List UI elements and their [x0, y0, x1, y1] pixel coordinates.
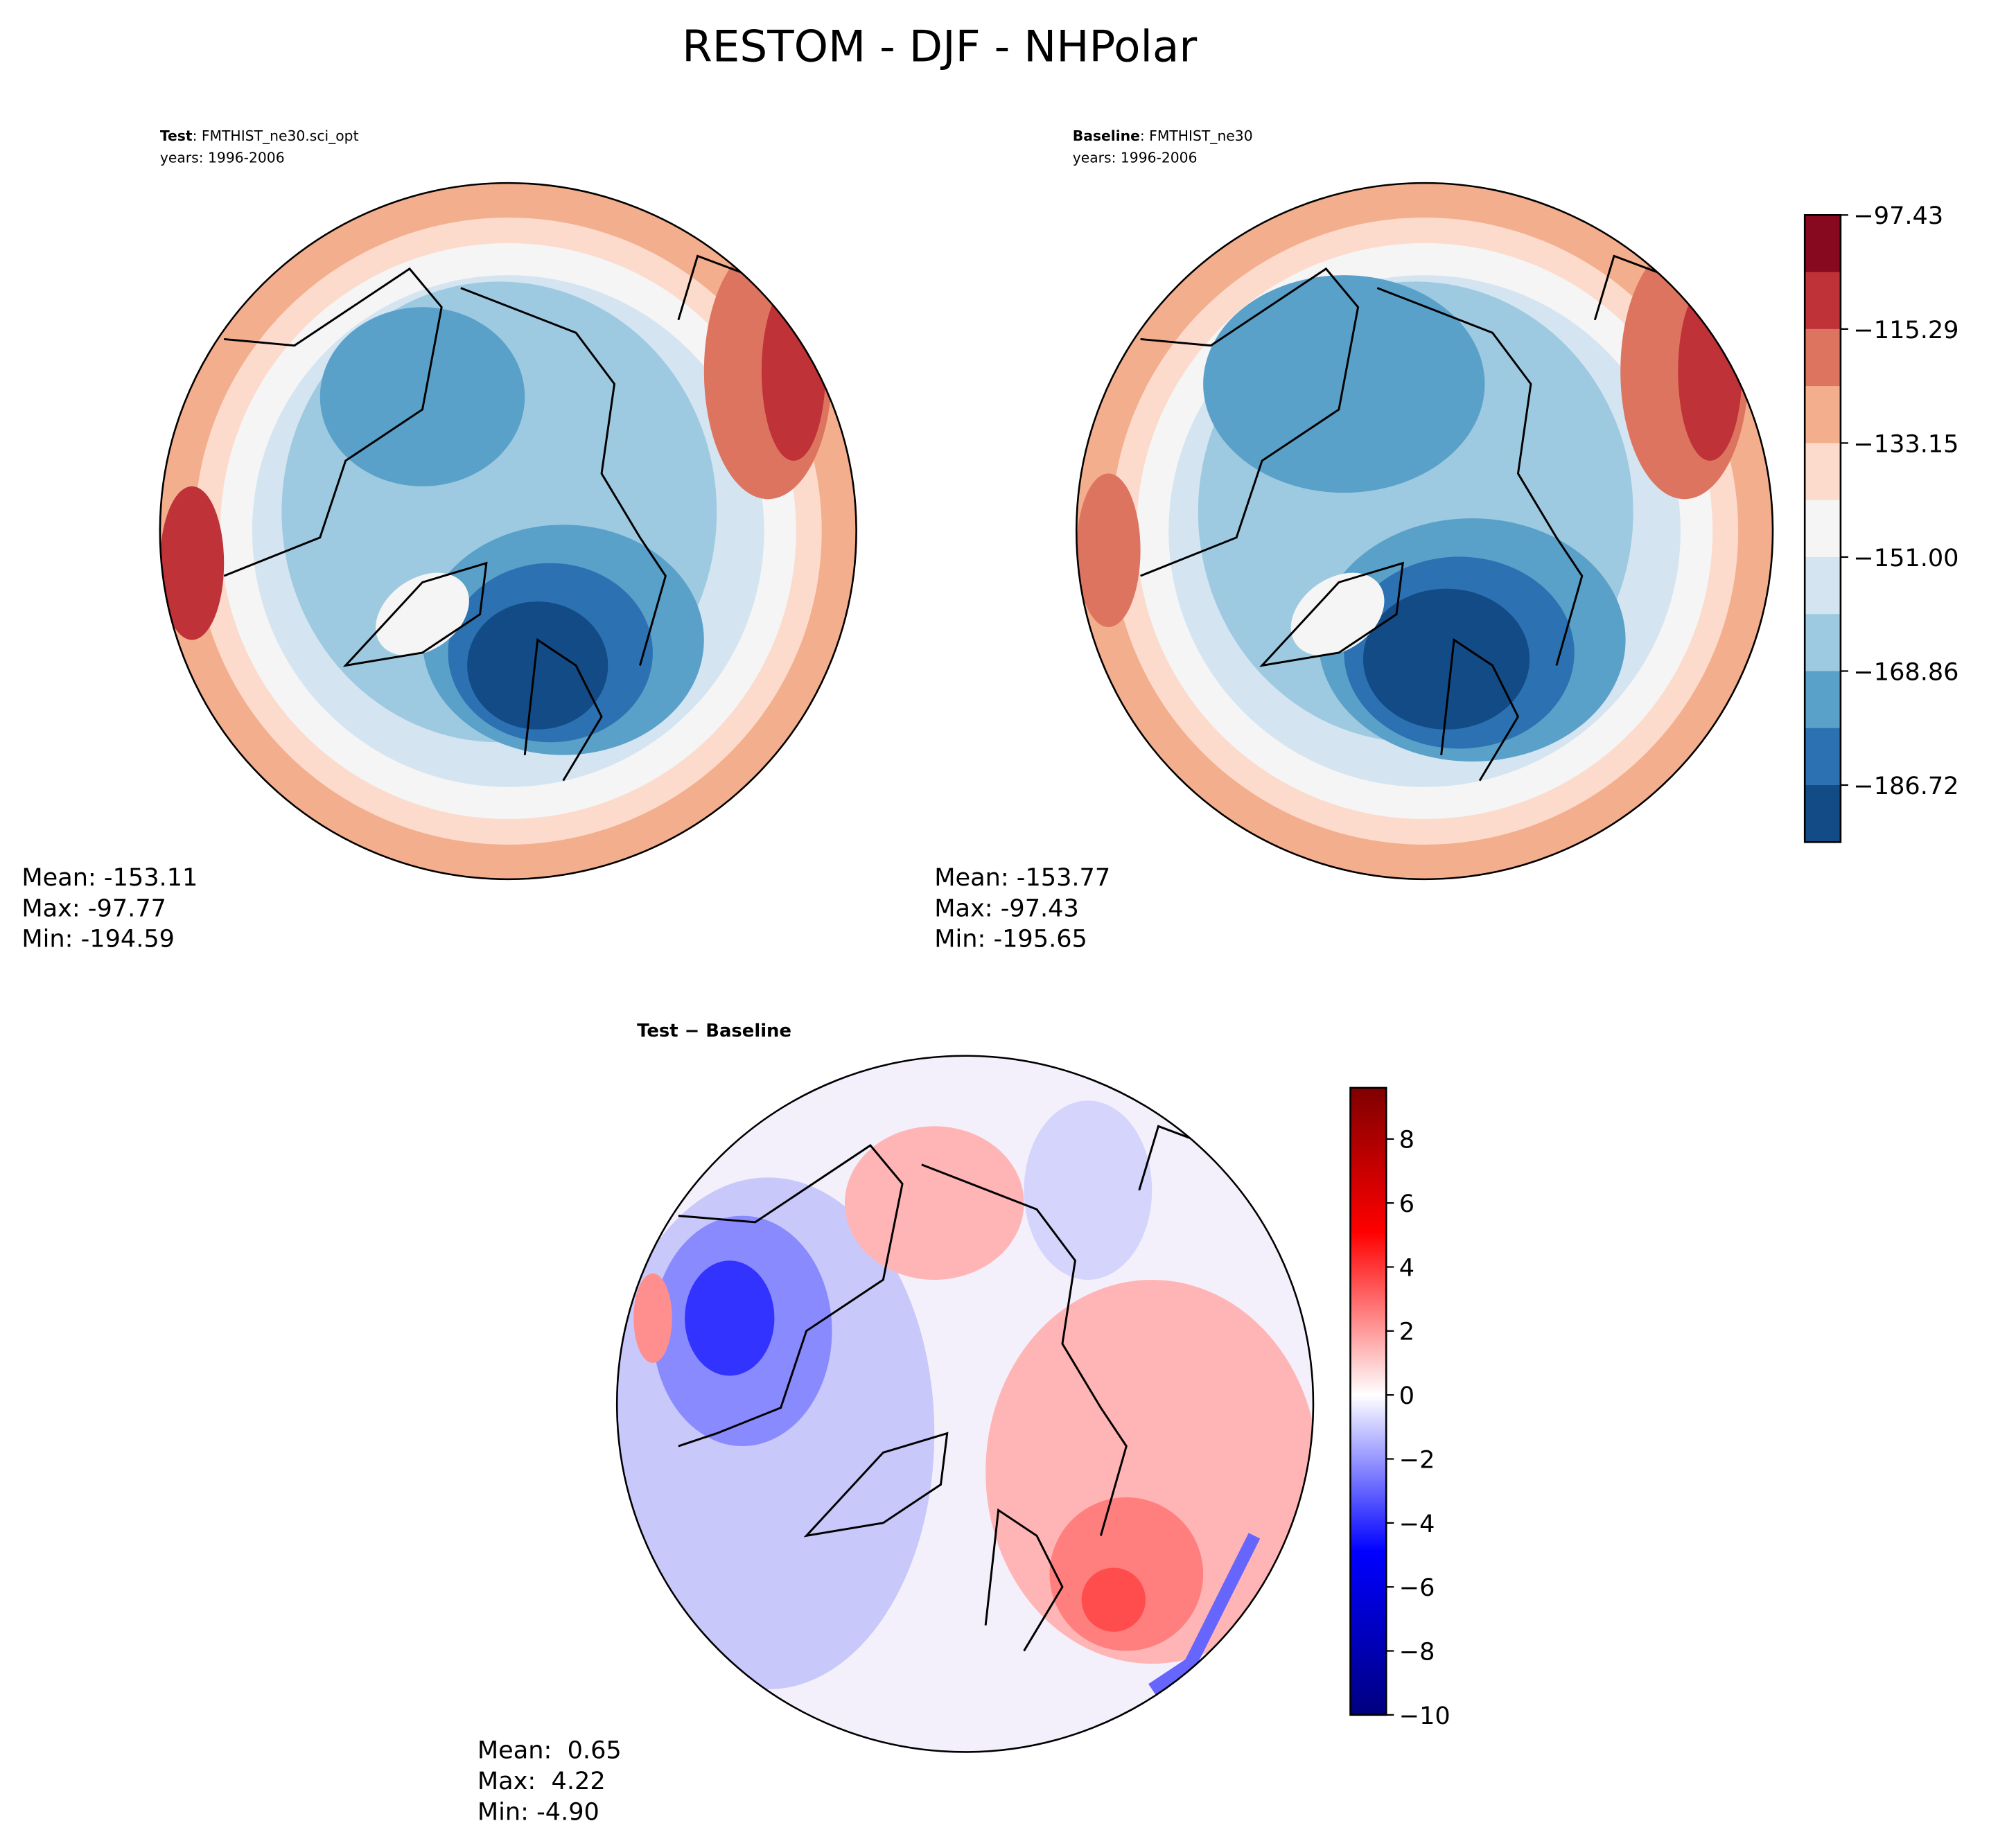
- diff-max: Max: 4.22: [477, 1767, 606, 1795]
- colorbar-band: [1805, 728, 1841, 786]
- diff-panel: Test − Baseline Mean: 0.65 Max: 4.22 Min…: [477, 1021, 1315, 1826]
- figure-title: RESTOM - DJF - NHPolar: [682, 21, 1197, 72]
- colorbar-tick-label: −10: [1399, 1702, 1451, 1730]
- colorbar-tick-label: −97.43: [1853, 202, 1943, 230]
- colorbar-frame: [1803, 214, 1842, 843]
- shared-colorbar: −97.43 −115.29 −133.15 −151.00 −168.86 −186.7…: [1803, 202, 1959, 843]
- colorbar-band: [1805, 556, 1841, 615]
- diff-coastlines: [678, 1125, 1210, 1652]
- test-max: Max: -97.77: [21, 894, 166, 922]
- colorbar-band: [1805, 443, 1841, 501]
- diff-map-boundary: [615, 1055, 1315, 1753]
- colorbar-tick-label: 4: [1399, 1253, 1414, 1282]
- diff-title: Test − Baseline: [637, 1021, 791, 1041]
- colorbar-tick-label: 8: [1399, 1126, 1414, 1154]
- colorbar-tick-label: 6: [1399, 1190, 1414, 1218]
- colorbar-band: [1805, 500, 1841, 558]
- baseline-max: Max: -97.43: [934, 894, 1079, 922]
- colorbar-tick-label: −168.86: [1853, 658, 1958, 686]
- test-min: Min: -194.59: [21, 925, 175, 953]
- colorbar-band: [1805, 328, 1841, 387]
- colorbar-band: [1805, 671, 1841, 729]
- colorbar-tick-label: −115.29: [1853, 316, 1958, 344]
- colorbar-band: [1805, 272, 1841, 330]
- colorbar-gradient: [1350, 1087, 1387, 1715]
- colorbar-frame: [1349, 1086, 1387, 1716]
- baseline-coastlines: [1140, 254, 1666, 782]
- test-title: Test: FMTHIST_ne30.sci_opt: [160, 127, 359, 145]
- colorbar-tick-label: −151.00: [1853, 544, 1958, 572]
- colorbar-band: [1805, 614, 1841, 672]
- test-years: years: 1996-2006: [160, 150, 285, 166]
- baseline-map: [1076, 183, 1773, 879]
- baseline-panel: Baseline: FMTHIST_ne30 years: 1996-2006 …: [934, 127, 1774, 953]
- colorbar-tick-label: −133.15: [1853, 430, 1958, 458]
- test-coastlines: [223, 254, 749, 782]
- test-map-boundary: [159, 182, 857, 881]
- colorbar-tick-label: −6: [1399, 1574, 1435, 1602]
- colorbar-tick-label: 0: [1399, 1382, 1414, 1410]
- colorbar-tick-label: −186.72: [1853, 772, 1958, 800]
- colorbar-tick-label: −2: [1399, 1445, 1435, 1474]
- colorbar-tick-label: 2: [1399, 1318, 1414, 1346]
- colorbar-tick-label: −4: [1399, 1510, 1435, 1538]
- colorbar-band: [1805, 785, 1841, 843]
- colorbar-band: [1805, 215, 1841, 273]
- colorbar-tick-label: −8: [1399, 1637, 1435, 1666]
- baseline-min: Min: -195.65: [934, 925, 1087, 953]
- diff-map: [617, 1055, 1313, 1752]
- baseline-years: years: 1996-2006: [1073, 150, 1198, 166]
- baseline-map-boundary: [1075, 182, 1774, 881]
- diff-mean: Mean: 0.65: [477, 1736, 622, 1765]
- baseline-mean: Mean: -153.77: [934, 863, 1110, 892]
- colorbar-band: [1805, 386, 1841, 444]
- diff-colorbar: 8 6 4 2 0 −2 −4 −6 −8 −10: [1349, 1086, 1451, 1730]
- baseline-title: Baseline: FMTHIST_ne30: [1073, 127, 1253, 145]
- test-panel: Test: FMTHIST_ne30.sci_opt years: 1996-2…: [21, 127, 857, 953]
- test-map: [159, 183, 857, 879]
- test-mean: Mean: -153.11: [21, 863, 198, 892]
- diff-min: Min: -4.90: [477, 1797, 599, 1826]
